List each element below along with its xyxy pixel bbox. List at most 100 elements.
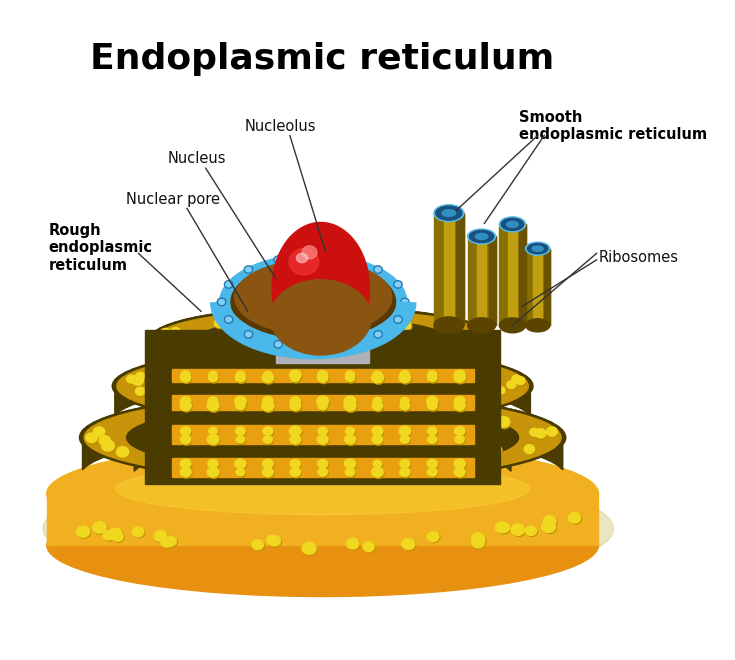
Ellipse shape	[429, 428, 438, 436]
Ellipse shape	[136, 372, 145, 379]
Ellipse shape	[532, 246, 543, 251]
Ellipse shape	[165, 356, 481, 416]
Ellipse shape	[346, 469, 356, 478]
Ellipse shape	[462, 337, 471, 345]
Ellipse shape	[104, 531, 115, 541]
Ellipse shape	[366, 459, 375, 466]
Ellipse shape	[376, 332, 381, 337]
Ellipse shape	[402, 300, 408, 304]
Ellipse shape	[276, 257, 281, 262]
Ellipse shape	[415, 398, 427, 409]
Ellipse shape	[182, 375, 192, 383]
Ellipse shape	[165, 337, 176, 346]
Ellipse shape	[209, 428, 218, 435]
Polygon shape	[90, 397, 554, 428]
Ellipse shape	[251, 404, 263, 414]
Ellipse shape	[244, 331, 253, 338]
Ellipse shape	[102, 442, 115, 453]
Ellipse shape	[163, 447, 173, 456]
Ellipse shape	[263, 461, 274, 470]
Ellipse shape	[317, 396, 329, 406]
Ellipse shape	[346, 376, 356, 383]
Ellipse shape	[372, 467, 383, 477]
Ellipse shape	[101, 440, 115, 451]
Ellipse shape	[467, 229, 495, 244]
Ellipse shape	[473, 536, 485, 545]
Polygon shape	[171, 426, 473, 444]
Bar	[499, 224, 526, 325]
Ellipse shape	[244, 331, 253, 338]
Ellipse shape	[254, 354, 265, 362]
Ellipse shape	[499, 523, 511, 533]
Bar	[519, 224, 526, 325]
Ellipse shape	[372, 426, 383, 436]
Ellipse shape	[115, 463, 529, 515]
Ellipse shape	[236, 261, 391, 334]
Ellipse shape	[344, 341, 353, 348]
Ellipse shape	[345, 436, 356, 446]
Ellipse shape	[429, 533, 440, 543]
Ellipse shape	[100, 437, 111, 447]
Ellipse shape	[428, 436, 437, 444]
Bar	[444, 213, 454, 325]
Ellipse shape	[472, 537, 484, 548]
Ellipse shape	[153, 407, 492, 469]
Ellipse shape	[161, 537, 173, 547]
Ellipse shape	[181, 426, 190, 436]
Ellipse shape	[208, 459, 218, 468]
Ellipse shape	[236, 371, 245, 379]
Ellipse shape	[224, 280, 233, 288]
Ellipse shape	[346, 539, 359, 549]
Ellipse shape	[275, 320, 288, 331]
Ellipse shape	[395, 282, 401, 286]
Ellipse shape	[310, 345, 316, 350]
Ellipse shape	[245, 267, 251, 272]
Ellipse shape	[429, 372, 438, 380]
Ellipse shape	[501, 218, 523, 230]
Ellipse shape	[112, 347, 533, 426]
Ellipse shape	[265, 373, 273, 380]
Ellipse shape	[455, 469, 466, 478]
Polygon shape	[171, 458, 473, 477]
Ellipse shape	[434, 205, 464, 222]
Ellipse shape	[209, 399, 219, 407]
Ellipse shape	[420, 451, 431, 460]
Ellipse shape	[47, 494, 598, 597]
Ellipse shape	[318, 427, 327, 435]
Ellipse shape	[213, 347, 226, 358]
Ellipse shape	[524, 445, 534, 453]
Ellipse shape	[374, 372, 383, 380]
Polygon shape	[145, 330, 501, 484]
Ellipse shape	[237, 375, 246, 383]
Ellipse shape	[531, 430, 540, 438]
Ellipse shape	[218, 298, 226, 306]
Ellipse shape	[445, 368, 457, 378]
Ellipse shape	[479, 377, 491, 387]
Ellipse shape	[442, 210, 456, 216]
Text: Endoplasmic reticulum: Endoplasmic reticulum	[90, 42, 555, 76]
Ellipse shape	[446, 371, 457, 380]
Ellipse shape	[207, 467, 219, 477]
Ellipse shape	[401, 469, 411, 478]
Ellipse shape	[434, 317, 464, 334]
Ellipse shape	[454, 370, 465, 380]
Ellipse shape	[388, 391, 401, 403]
Ellipse shape	[374, 266, 382, 273]
Ellipse shape	[481, 422, 491, 430]
Ellipse shape	[436, 206, 462, 220]
Ellipse shape	[346, 457, 359, 467]
Ellipse shape	[219, 300, 224, 304]
Ellipse shape	[473, 534, 486, 545]
Ellipse shape	[373, 371, 382, 379]
Ellipse shape	[478, 376, 490, 385]
Ellipse shape	[132, 527, 144, 537]
Ellipse shape	[400, 321, 412, 332]
Ellipse shape	[160, 329, 171, 338]
Ellipse shape	[373, 460, 381, 467]
Ellipse shape	[236, 436, 245, 443]
Ellipse shape	[262, 468, 273, 477]
Bar	[526, 249, 550, 325]
Ellipse shape	[344, 341, 353, 348]
Ellipse shape	[137, 374, 146, 381]
Ellipse shape	[454, 459, 465, 469]
